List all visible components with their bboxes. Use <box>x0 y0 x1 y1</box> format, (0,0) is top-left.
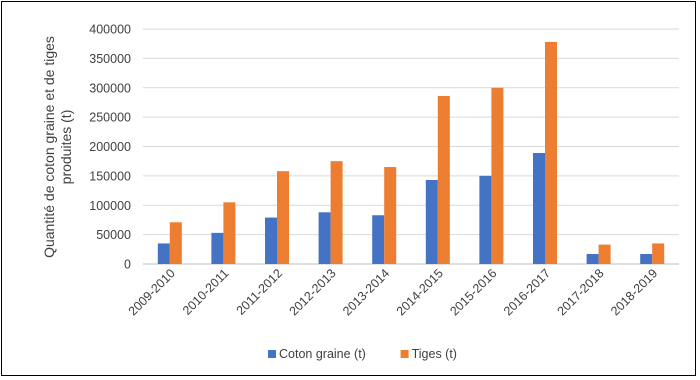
x-tick-label: 2016-2017 <box>501 266 553 318</box>
y-tick-label: 0 <box>124 258 131 272</box>
y-tick-label: 250000 <box>89 111 131 125</box>
x-tick-label: 2012-2013 <box>287 266 339 318</box>
y-axis-title-line: Quantité de coton graine et de tiges <box>41 36 57 258</box>
bar-coton-graine <box>157 243 170 264</box>
bar-tiges <box>491 87 504 264</box>
bar-tiges <box>384 167 397 264</box>
chart-frame: Quantité de coton graine et de tigesprod… <box>1 1 696 376</box>
bar-tiges <box>277 171 289 264</box>
y-tick-label: 400000 <box>89 23 131 37</box>
legend-swatch <box>400 350 409 358</box>
legend-label: Coton graine (t) <box>279 347 366 361</box>
bar-coton-graine <box>425 179 438 264</box>
x-tick-label: 2010-2011 <box>180 266 232 318</box>
y-tick-label: 300000 <box>89 81 131 95</box>
y-tick-label: 50000 <box>96 228 131 242</box>
y-tick-label: 200000 <box>89 140 131 154</box>
bar-coton-graine <box>265 217 277 264</box>
bars <box>157 41 665 264</box>
y-axis-label: Quantité de coton graine et de tigesprod… <box>41 36 74 258</box>
y-tick-label: 150000 <box>89 169 131 183</box>
bar-coton-graine <box>318 212 331 264</box>
bar-coton-graine <box>640 254 653 264</box>
x-tick-label: 2013-2014 <box>340 266 392 318</box>
bar-tiges <box>652 243 665 264</box>
bar-tiges <box>598 244 611 264</box>
legend-label: Tiges (t) <box>412 347 457 361</box>
legend-swatch <box>268 350 276 358</box>
x-tick-label: 2018-2019 <box>608 266 660 318</box>
bar-chart: Quantité de coton graine et de tigesprod… <box>41 23 679 361</box>
x-tick-label: 2015-2016 <box>447 266 499 318</box>
y-tick-labels: 0 50000 100000 150000 200000 250000 300000 3500… <box>89 23 131 272</box>
bar-coton-graine <box>533 152 545 264</box>
bar-coton-graine <box>211 232 224 264</box>
y-axis-title: Quantité de coton graine et de tigesprod… <box>41 36 74 258</box>
y-tick-label: 100000 <box>89 199 131 213</box>
x-tick-label: 2014-2015 <box>394 266 446 318</box>
bar-coton-graine <box>479 175 492 264</box>
bar-tiges <box>330 161 343 264</box>
bar-tiges <box>169 222 182 264</box>
legend: Coton graine (t) Tiges (t) <box>268 347 457 361</box>
bar-coton-graine <box>372 215 385 264</box>
y-axis-title-line: produites (t) <box>58 110 74 185</box>
x-tick-label: 2009-2010 <box>126 266 178 318</box>
bar-coton-graine <box>586 254 599 264</box>
x-tick-label: 2017-2018 <box>555 266 607 318</box>
bar-tiges <box>437 95 450 264</box>
x-tick-label: 2011-2012 <box>234 266 286 318</box>
y-tick-label: 350000 <box>89 52 131 66</box>
x-tick-labels: 2009-2010 2010-2011 2011-2012 2012-2013 2013… <box>126 266 661 318</box>
bar-tiges <box>223 202 236 264</box>
bar-tiges <box>545 41 557 264</box>
